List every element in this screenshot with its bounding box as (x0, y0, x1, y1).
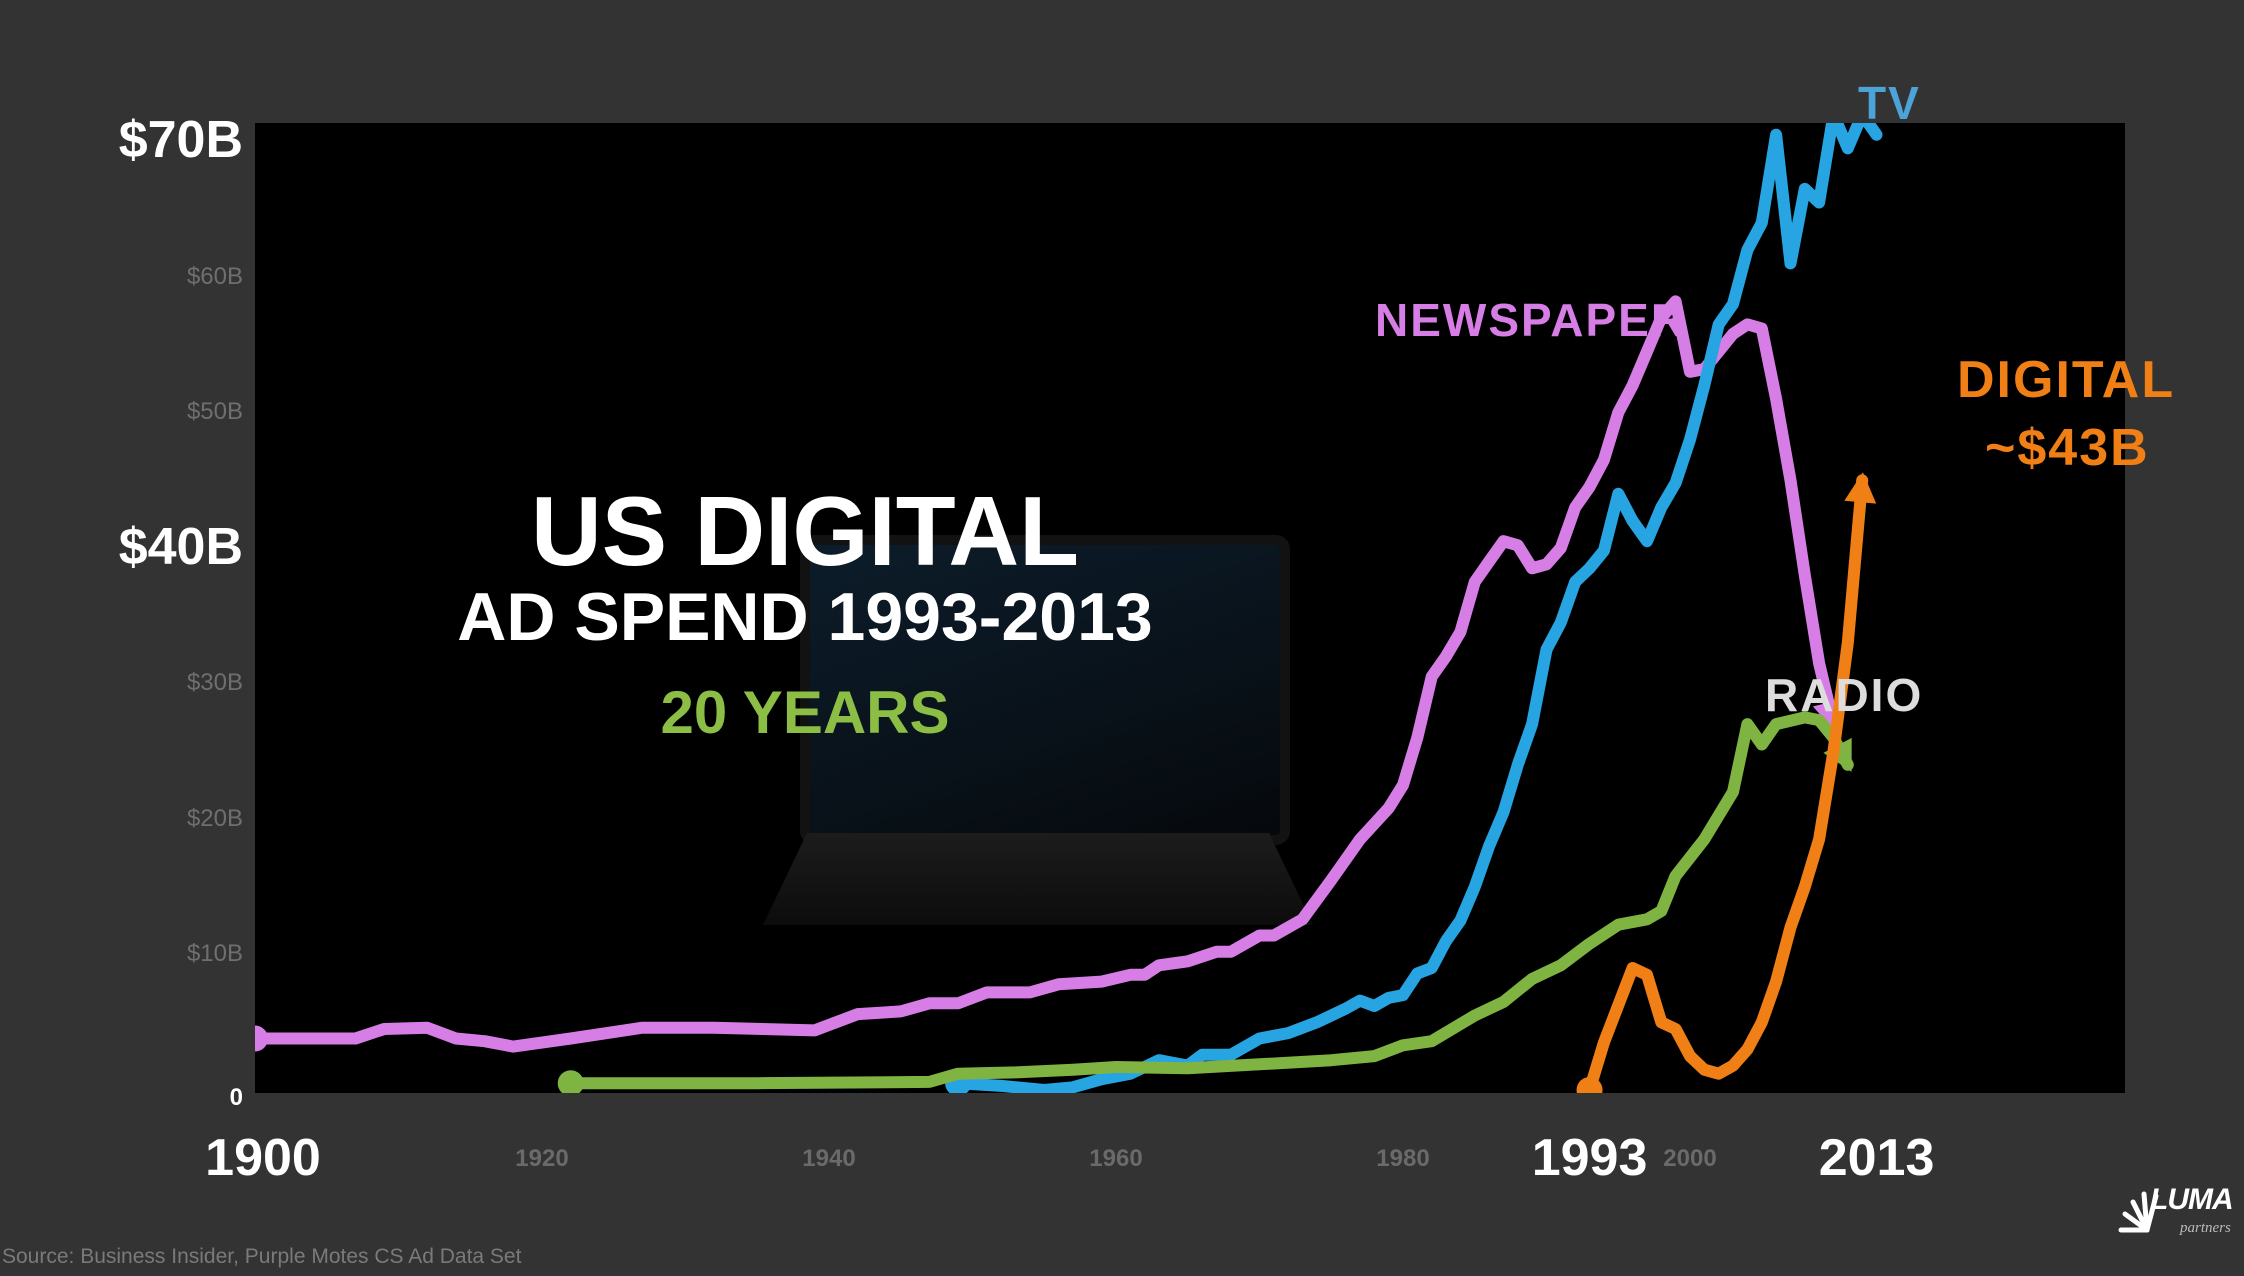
chart-title: US DIGITAL (530, 476, 1080, 586)
series-label-digital: DIGITAL (1957, 351, 2176, 409)
y-tick-label: $30B (186, 669, 243, 697)
logo-subtext: partners (2180, 1220, 2231, 1236)
y-tick-label: $40B (118, 517, 243, 576)
series-label-radio: RADIO (1765, 669, 1924, 721)
chart-lines (255, 123, 1883, 1093)
logo-text: LUMA (2150, 1183, 2234, 1216)
series-line-digital (1583, 474, 1869, 1093)
series-label-digital-value: ~$43B (1985, 419, 2150, 477)
series-start-marker-newspaper (255, 1025, 268, 1052)
series-start-marker-radio (557, 1070, 584, 1093)
chart-annotation: 20 YEARS (660, 679, 950, 746)
y-tick-label: 0 (229, 1084, 243, 1111)
y-tick-label: $20B (186, 804, 243, 832)
series-start-marker-digital (1576, 1077, 1603, 1093)
chart-subtitle: AD SPEND 1993-2013 (457, 579, 1153, 655)
x-tick-label: 2013 (1818, 1129, 1935, 1187)
x-tick-label: 1993 (1531, 1129, 1648, 1187)
source-note: Source: Business Insider, Purple Motes C… (2, 1245, 522, 1268)
y-tick-label: $50B (186, 398, 243, 426)
series-arrowhead-digital (1844, 472, 1877, 504)
x-tick-label: 1920 (515, 1145, 569, 1172)
x-tick-label: 1900 (205, 1129, 321, 1187)
series-label-newspaper: NEWSPAPER (1375, 294, 1687, 346)
x-tick-label: 1940 (802, 1145, 856, 1172)
laptop-screen-image (800, 535, 1290, 845)
y-tick-label: $10B (186, 940, 243, 968)
plot-area (255, 123, 2125, 1093)
x-tick-label: 2000 (1663, 1145, 1717, 1172)
series-line-newspaper (255, 295, 1840, 1053)
laptop-base-image (763, 833, 1313, 925)
series-line-radio (564, 711, 1854, 1090)
series-line-tv (952, 123, 1883, 1093)
y-tick-label: $70B (118, 111, 243, 170)
x-tick-label: 1980 (1376, 1145, 1430, 1172)
series-label-tv: TV (1858, 77, 1921, 129)
y-tick-label: $60B (186, 262, 243, 290)
sunburst-icon (2118, 1191, 2159, 1233)
x-tick-label: 1960 (1089, 1145, 1143, 1172)
